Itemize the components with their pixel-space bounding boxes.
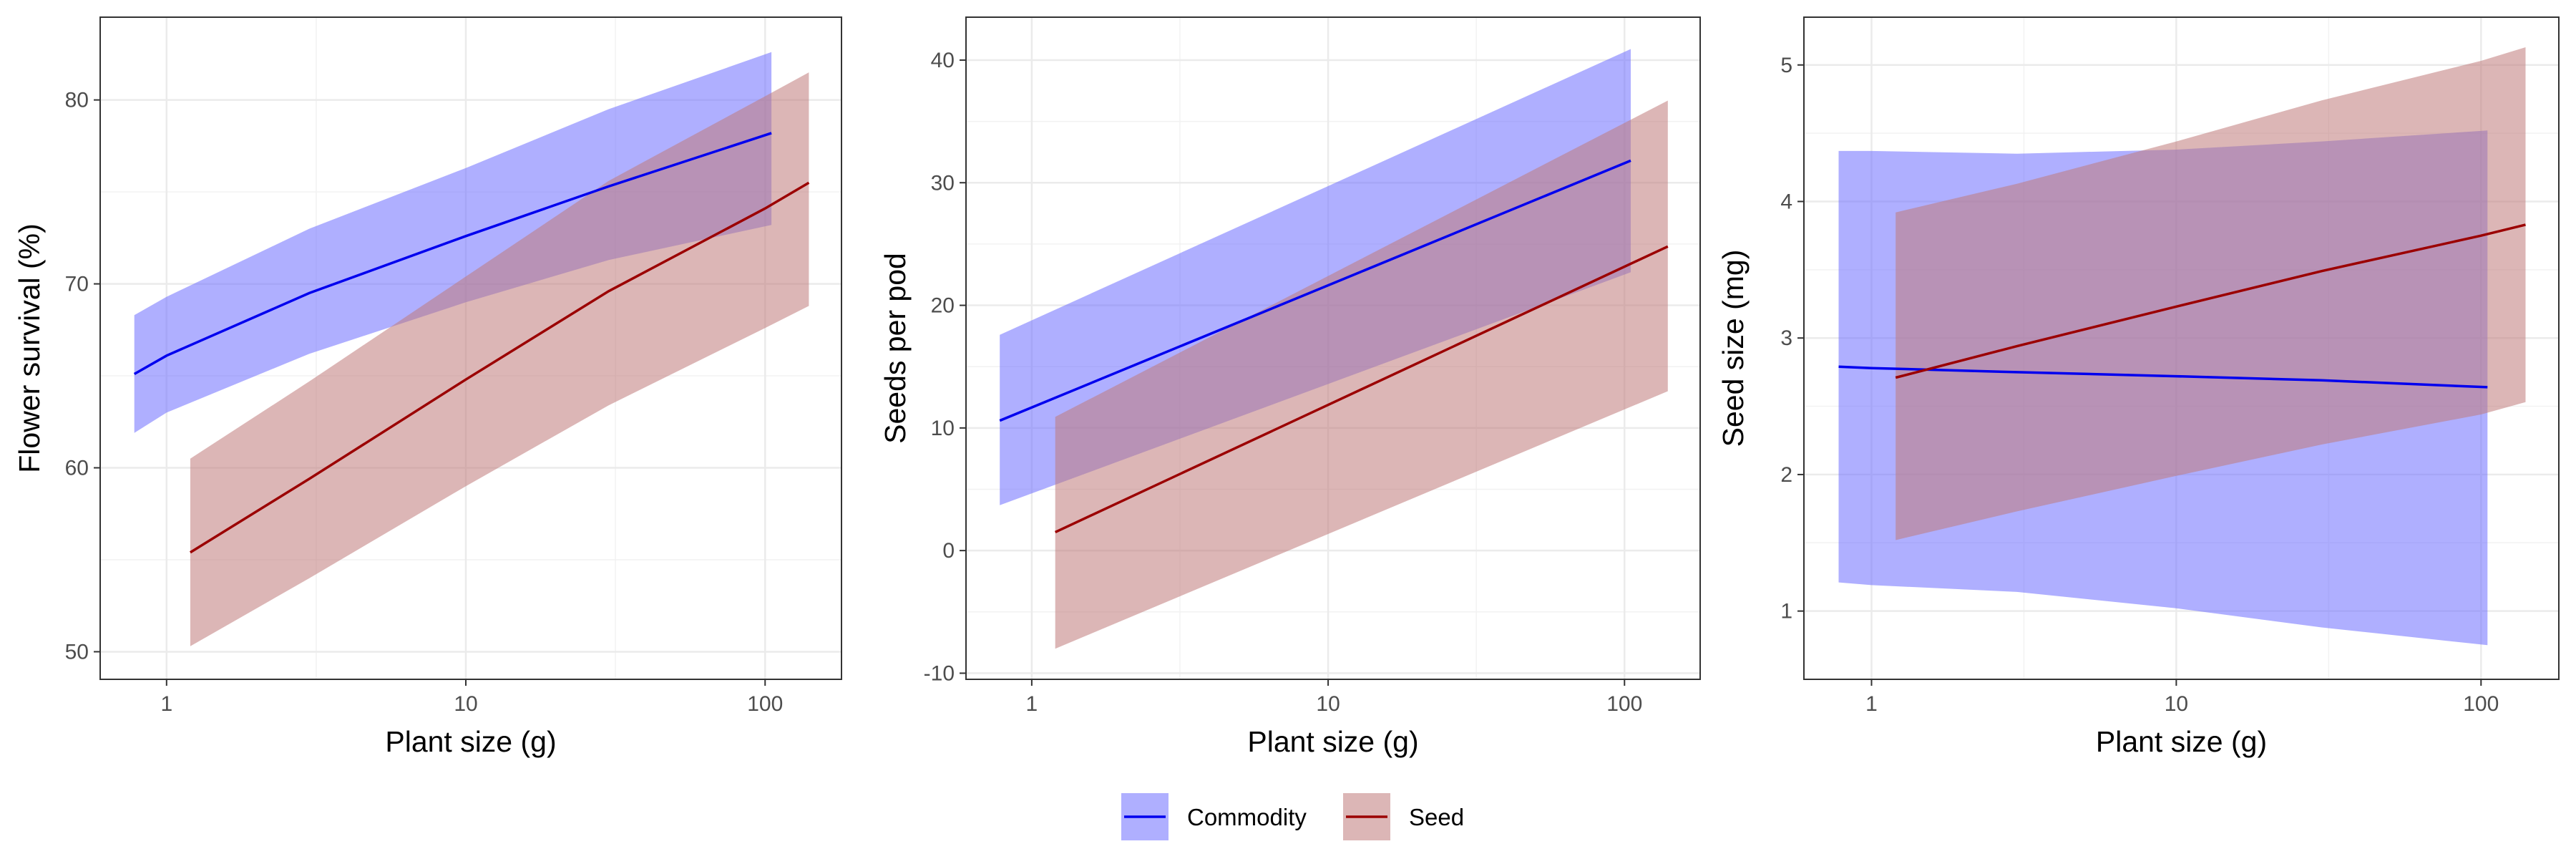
- y-tick-label: 40: [931, 49, 955, 72]
- y-tick-label: 10: [931, 417, 955, 440]
- series-line-seed: [1054, 245, 1669, 533]
- series-line-seed: [1895, 223, 2526, 379]
- ci-band-seed: [1055, 100, 1668, 649]
- panel-1: 50 60 70 80 1 10 100 Plant size (g) Flower survi…: [13, 16, 842, 758]
- y-tick-label: -10: [924, 661, 955, 685]
- x-axis-title: Plant size (g): [385, 725, 556, 758]
- y-tick-label: 80: [65, 89, 89, 112]
- y-axis-title: Flower survival (%): [13, 223, 46, 473]
- y-tick-label: 60: [65, 457, 89, 480]
- series-line-commodity: [133, 132, 772, 376]
- legend: Commodity Seed: [1121, 793, 1464, 840]
- y-tick-label: 3: [1780, 326, 1792, 350]
- legend-label-seed: Seed: [1409, 804, 1464, 830]
- x-tick-label: 10: [1316, 692, 1340, 716]
- series-line-commodity: [1838, 365, 2488, 389]
- y-tick-label: 5: [1780, 54, 1792, 77]
- y-axis-title: Seeds per pod: [879, 253, 912, 444]
- panel-border: [965, 16, 1701, 680]
- x-tick-label: 10: [2165, 692, 2188, 716]
- y-tick-label: 30: [931, 171, 955, 195]
- x-tick-label: 1: [1865, 692, 1878, 716]
- y-tick-label: 0: [942, 539, 955, 563]
- x-tick-label: 1: [160, 692, 172, 716]
- x-tick-label: 100: [747, 692, 783, 716]
- x-tick-label: 1: [1026, 692, 1038, 716]
- y-tick-label: 50: [65, 640, 89, 664]
- x-tick-label: 100: [1606, 692, 1642, 716]
- ci-band-seed: [1896, 47, 2526, 540]
- x-tick-label: 100: [2463, 692, 2499, 716]
- x-axis-title: Plant size (g): [2096, 725, 2267, 758]
- y-tick-label: 1: [1780, 600, 1792, 623]
- x-tick-label: 10: [454, 692, 477, 716]
- panel-3: 1 2 3 4 5 1 10 100 Plant size (g) Seed size (mg): [1717, 16, 2560, 758]
- y-tick-label: 4: [1780, 190, 1792, 213]
- panel-2: -10 0 10 20 30 40 1 10 100 Plant size (g) Seeds pe…: [879, 16, 1701, 758]
- y-tick-label: 70: [65, 273, 89, 296]
- legend-label-commodity: Commodity: [1187, 804, 1307, 830]
- series-line-seed: [189, 181, 810, 554]
- y-axis-title: Seed size (mg): [1717, 250, 1750, 447]
- y-tick-label: 2: [1780, 463, 1792, 487]
- x-axis-title: Plant size (g): [1247, 725, 1418, 758]
- series-line-commodity: [999, 159, 1631, 422]
- ci-band-commodity: [134, 52, 772, 433]
- panel-border: [99, 16, 842, 680]
- y-tick-label: 20: [931, 294, 955, 318]
- panel-border: [1803, 16, 2560, 680]
